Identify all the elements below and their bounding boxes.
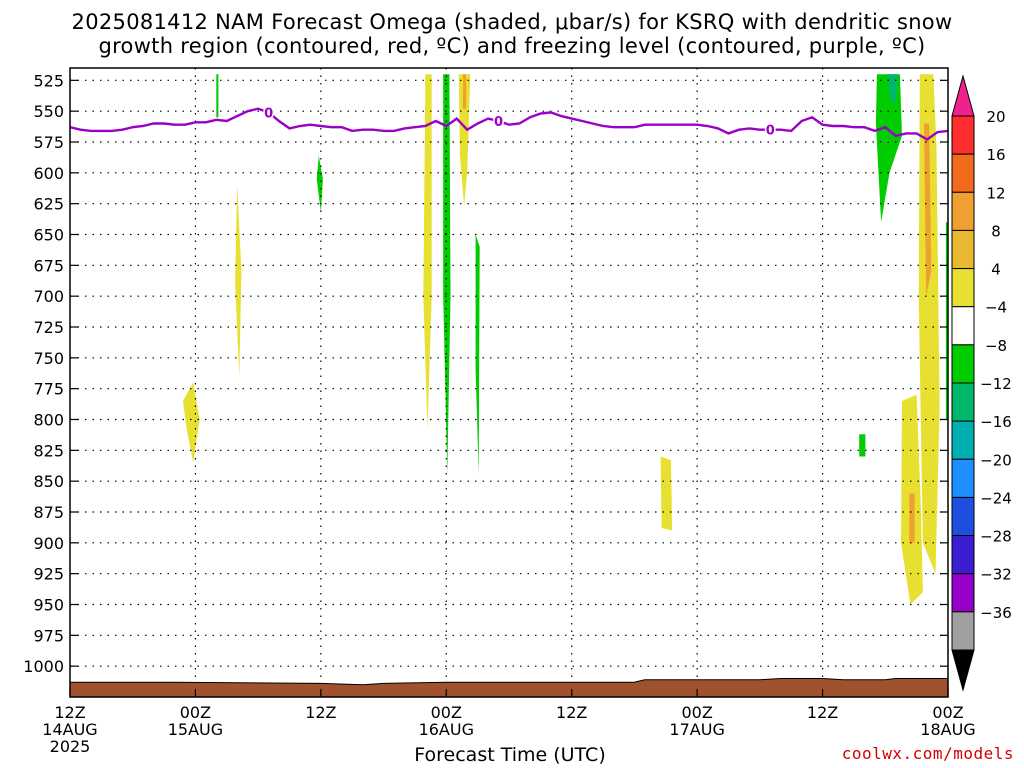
omega-region-11	[875, 74, 902, 223]
omega-region-15	[918, 74, 940, 574]
x-tick-label: 00Z	[180, 703, 211, 722]
colorbar-label: −28	[980, 528, 1012, 546]
y-tick-label: 775	[33, 380, 64, 399]
omega-region-6	[458, 74, 471, 207]
y-tick-label: 725	[33, 318, 64, 337]
x-tick-label: 00Z	[431, 703, 462, 722]
y-tick-label: 800	[33, 411, 64, 430]
freezing-level-line	[70, 107, 948, 141]
y-tick-label: 850	[33, 472, 64, 491]
y-tick-label: 950	[33, 596, 64, 615]
freezing-level-label: 0	[766, 124, 775, 139]
omega-region-12	[887, 74, 898, 105]
y-tick-label: 625	[33, 195, 64, 214]
x-tick-label: 14AUG	[42, 720, 97, 739]
y-tick-label: 975	[33, 626, 64, 645]
colorbar-label: −20	[980, 451, 1012, 469]
omega-region-14	[909, 493, 915, 543]
y-tick-label: 750	[33, 349, 64, 368]
y-tick-label: 675	[33, 256, 64, 275]
colorbar-swatch	[951, 458, 975, 498]
y-tick-label: 650	[33, 226, 64, 245]
x-tick-label: 12Z	[807, 703, 838, 722]
colorbar-label: 16	[986, 146, 1005, 164]
terrain-surface	[70, 678, 948, 697]
x-tick-label: 2025	[50, 737, 91, 756]
x-tick-label: 00Z	[932, 703, 963, 722]
colorbar-label: −12	[980, 375, 1012, 393]
y-tick-label: 825	[33, 441, 64, 460]
x-tick-label: 16AUG	[419, 720, 474, 739]
x-tick-label: 17AUG	[669, 720, 724, 739]
colorbar-label: −16	[980, 413, 1012, 431]
x-tick-label: 12Z	[54, 703, 85, 722]
colorbar-swatch	[951, 611, 975, 651]
colorbar-label: 20	[986, 108, 1005, 126]
colorbar-swatch	[951, 382, 975, 422]
omega-region-4	[423, 74, 432, 430]
colorbar-label: −8	[985, 337, 1007, 355]
omega-region-10	[859, 434, 866, 457]
colorbar-swatch	[951, 535, 975, 575]
y-tick-label: 700	[33, 287, 64, 306]
colorbar-swatch	[951, 420, 975, 460]
y-tick-label: 1000	[23, 657, 64, 676]
omega-region-16	[924, 123, 932, 297]
plot-frame	[69, 67, 949, 698]
colorbar-swatch	[951, 229, 975, 270]
freezing-level-label: 0	[264, 106, 273, 121]
colorbar-swatch	[951, 306, 975, 346]
omega-region-1	[316, 155, 323, 213]
colorbar-label: 12	[986, 184, 1005, 202]
x-tick-label: 12Z	[305, 703, 336, 722]
y-tick-label: 600	[33, 164, 64, 183]
x-tick-label: 00Z	[681, 703, 712, 722]
omega-region-3	[182, 382, 200, 463]
colorbar-label: −36	[980, 604, 1012, 622]
y-tick-label: 575	[33, 133, 64, 152]
y-tick-label: 875	[33, 503, 64, 522]
colorbar-swatch	[951, 268, 975, 308]
colorbar-swatch	[951, 496, 975, 537]
colorbar-bottom-arrow	[951, 649, 975, 692]
y-tick-label: 900	[33, 534, 64, 553]
x-tick-label: 12Z	[556, 703, 587, 722]
omega-region-2	[235, 185, 242, 377]
y-tick-label: 925	[33, 565, 64, 584]
freezing-level-label: 0	[494, 115, 503, 130]
colorbar-label: 4	[991, 261, 1001, 279]
colorbar-swatch	[951, 191, 975, 231]
colorbar-swatch	[951, 344, 975, 384]
colorbar-swatch	[951, 153, 975, 193]
x-axis-label: Forecast Time (UTC)	[414, 744, 606, 766]
credit-link[interactable]: coolwx.com/models	[841, 744, 1014, 763]
colorbar-label: 8	[991, 222, 1001, 240]
plot-area: 0 0 0	[70, 68, 948, 697]
colorbar-swatch	[951, 573, 975, 613]
colorbar-label: −24	[980, 489, 1012, 507]
colorbar: 20 16 12 8 4 −4 −8 −12 −16 −20 −24 −28 −32 −36	[951, 74, 1012, 692]
y-tick-label: 550	[33, 102, 64, 121]
chart-title-line2: growth region (contoured, red, ºC) and f…	[98, 34, 926, 58]
colorbar-label: −32	[980, 566, 1012, 584]
x-tick-label: 15AUG	[168, 720, 223, 739]
colorbar-swatch	[951, 115, 975, 155]
grid	[70, 68, 948, 697]
omega-region-0	[216, 74, 219, 118]
chart-title-line1: 2025081412 NAM Forecast Omega (shaded, μ…	[71, 10, 953, 34]
omega-region-7	[463, 74, 467, 109]
colorbar-label: −4	[985, 299, 1007, 317]
colorbar-top-arrow	[951, 74, 975, 117]
omega-region-5	[443, 74, 451, 475]
x-tick-label: 18AUG	[920, 720, 975, 739]
y-tick-label: 525	[33, 71, 64, 90]
omega-region-9	[660, 456, 673, 531]
omega-region-8	[475, 234, 480, 475]
